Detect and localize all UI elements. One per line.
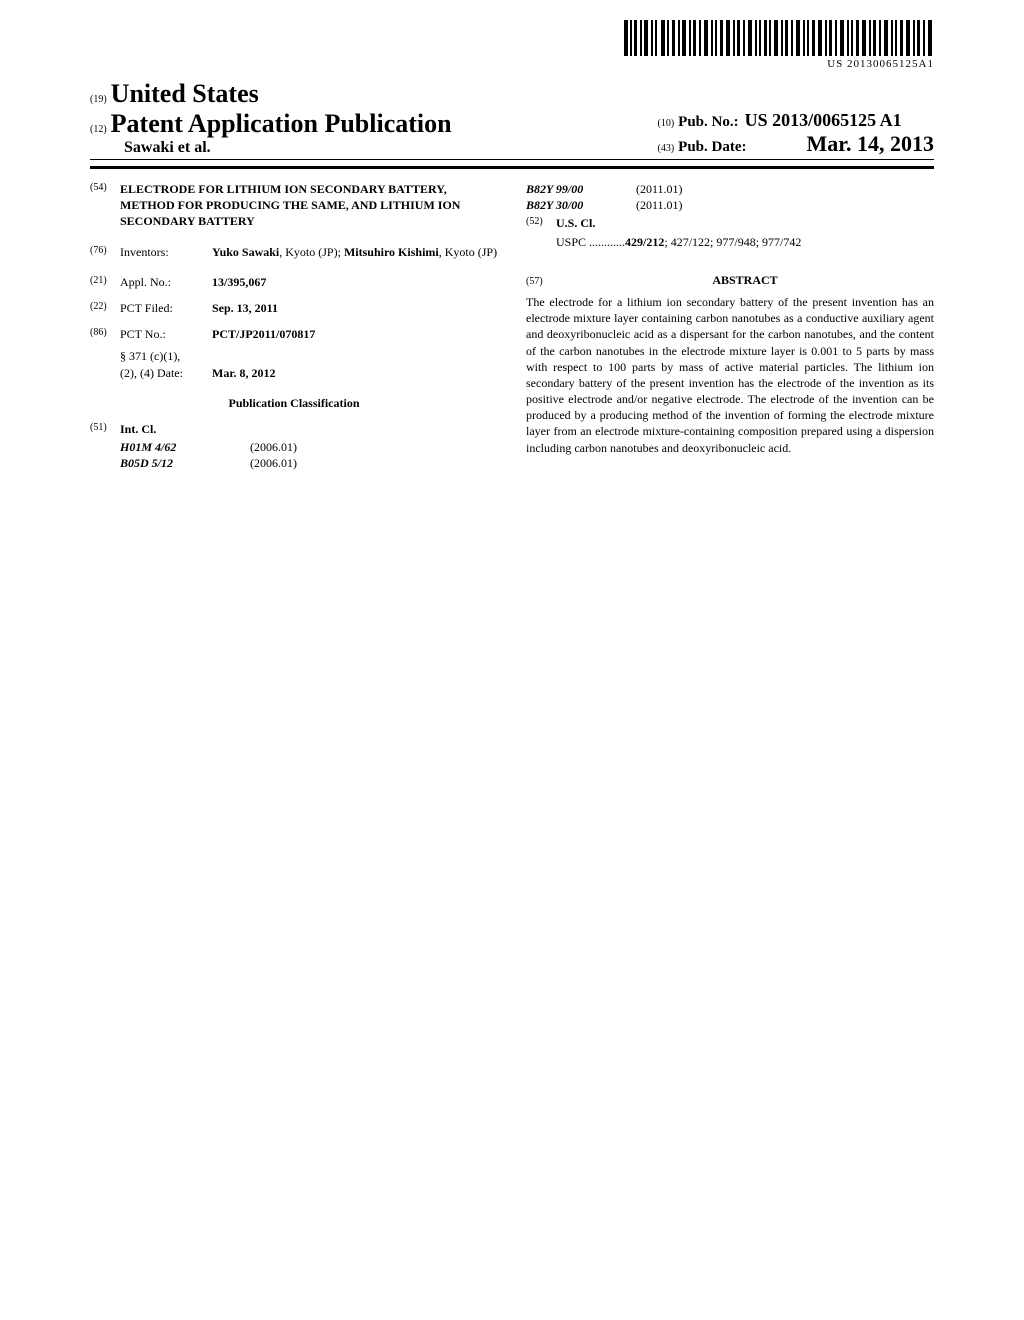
intcl-row: (51) Int. Cl.: [90, 421, 498, 437]
pctno-sub: § 371 (c)(1), (2), (4) Date: Mar. 8, 201…: [120, 348, 498, 380]
pubdate-label: Pub. Date:: [678, 139, 746, 156]
intcl-item-1: B05D 5/12 (2006.01): [90, 455, 498, 471]
classification-heading: Publication Classification: [90, 395, 498, 411]
uscl-row: (52) U.S. Cl.: [526, 215, 934, 231]
pctfiled-row: (22) PCT Filed: Sep. 13, 2011: [90, 300, 498, 316]
intcl-code-0: H01M 4/62: [120, 439, 250, 455]
uscl-label: U.S. Cl.: [556, 215, 595, 231]
uscl-prefix: USPC ............: [556, 234, 625, 250]
pubtype-title: Patent Application Publication: [111, 109, 452, 139]
body-columns: (54) ELECTRODE FOR LITHIUM ION SECONDARY…: [90, 181, 934, 471]
uscl-rest: ; 427/122; 977/948; 977/742: [664, 234, 801, 250]
barcode-area: US 20130065125A1: [90, 20, 934, 71]
uscl-num: (52): [526, 215, 556, 231]
intcl-item-0: H01M 4/62 (2006.01): [90, 439, 498, 455]
left-column: (54) ELECTRODE FOR LITHIUM ION SECONDARY…: [90, 181, 498, 471]
intcl-code-3: B82Y 30/00: [526, 197, 636, 213]
applno-num: (21): [90, 274, 120, 290]
abstract-header: (57) ABSTRACT: [526, 262, 934, 294]
abstract-num: (57): [526, 275, 556, 289]
right-column: B82Y 99/00 (2011.01) B82Y 30/00 (2011.01…: [526, 181, 934, 471]
header-block: (19) United States (12) Patent Applicati…: [90, 79, 934, 157]
title-num: (54): [90, 181, 120, 230]
divider-thick: [90, 166, 934, 169]
intcl-item-2: B82Y 99/00 (2011.01): [526, 181, 934, 197]
pctfiled-value: Sep. 13, 2011: [212, 300, 278, 316]
intcl-item-3: B82Y 30/00 (2011.01): [526, 197, 934, 213]
intcl-year-3: (2011.01): [636, 197, 683, 213]
applno-value: 13/395,067: [212, 274, 266, 290]
intcl-label: Int. Cl.: [120, 421, 156, 437]
abstract-heading: ABSTRACT: [556, 272, 934, 288]
pubtype-num: (12): [90, 124, 107, 135]
inventors-label: Inventors:: [120, 244, 212, 260]
intcl-num: (51): [90, 421, 120, 437]
inventors-value: Yuko Sawaki, Kyoto (JP); Mitsuhiro Kishi…: [212, 244, 497, 260]
abstract-text: The electrode for a lithium ion secondar…: [526, 294, 934, 456]
authors-line: Sawaki et al.: [124, 139, 452, 157]
inventors-block: (76) Inventors: Yuko Sawaki, Kyoto (JP);…: [90, 244, 498, 260]
inventors-num: (76): [90, 244, 120, 260]
pctno-num: (86): [90, 326, 120, 342]
country-title: United States: [111, 79, 259, 109]
inventor-name-1: Yuko Sawaki: [212, 245, 279, 259]
country-num: (19): [90, 94, 107, 105]
pctfiled-label: PCT Filed:: [120, 300, 212, 316]
pubno-num: (10): [657, 118, 674, 129]
inventor-loc-1: , Kyoto (JP);: [279, 245, 344, 259]
inventor-loc-2: , Kyoto (JP): [439, 245, 497, 259]
barcode: US 20130065125A1: [624, 20, 934, 70]
intcl-continued: B82Y 99/00 (2011.01) B82Y 30/00 (2011.01…: [526, 181, 934, 213]
intcl-year-1: (2006.01): [250, 455, 297, 471]
pctno-label: PCT No.:: [120, 326, 212, 342]
title-text: ELECTRODE FOR LITHIUM ION SECONDARY BATT…: [120, 181, 498, 230]
intcl-code-1: B05D 5/12: [120, 455, 250, 471]
title-block: (54) ELECTRODE FOR LITHIUM ION SECONDARY…: [90, 181, 498, 230]
pubno-value: US 2013/0065125 A1: [745, 110, 902, 131]
pctno-sub-value: Mar. 8, 2012: [212, 365, 276, 381]
intcl-year-0: (2006.01): [250, 439, 297, 455]
pctno-sub-label2: (2), (4) Date:: [120, 365, 212, 381]
pctno-row: (86) PCT No.: PCT/JP2011/070817: [90, 326, 498, 342]
intcl-year-2: (2011.01): [636, 181, 683, 197]
pctfiled-num: (22): [90, 300, 120, 316]
pctno-sub-label1: § 371 (c)(1),: [120, 348, 498, 364]
pubno-label: Pub. No.:: [678, 114, 738, 131]
barcode-text: US 20130065125A1: [624, 58, 934, 70]
applno-row: (21) Appl. No.: 13/395,067: [90, 274, 498, 290]
divider-thin: [90, 159, 934, 160]
pctno-value: PCT/JP2011/070817: [212, 326, 315, 342]
pubdate-value: Mar. 14, 2013: [806, 131, 934, 157]
uscl-codes: USPC ............ 429/212 ; 427/122; 977…: [556, 234, 934, 250]
intcl-code-2: B82Y 99/00: [526, 181, 636, 197]
applno-label: Appl. No.:: [120, 274, 212, 290]
pubdate-num: (43): [657, 143, 674, 154]
uscl-bold: 429/212: [625, 234, 664, 250]
inventor-name-2: Mitsuhiro Kishimi: [344, 245, 439, 259]
